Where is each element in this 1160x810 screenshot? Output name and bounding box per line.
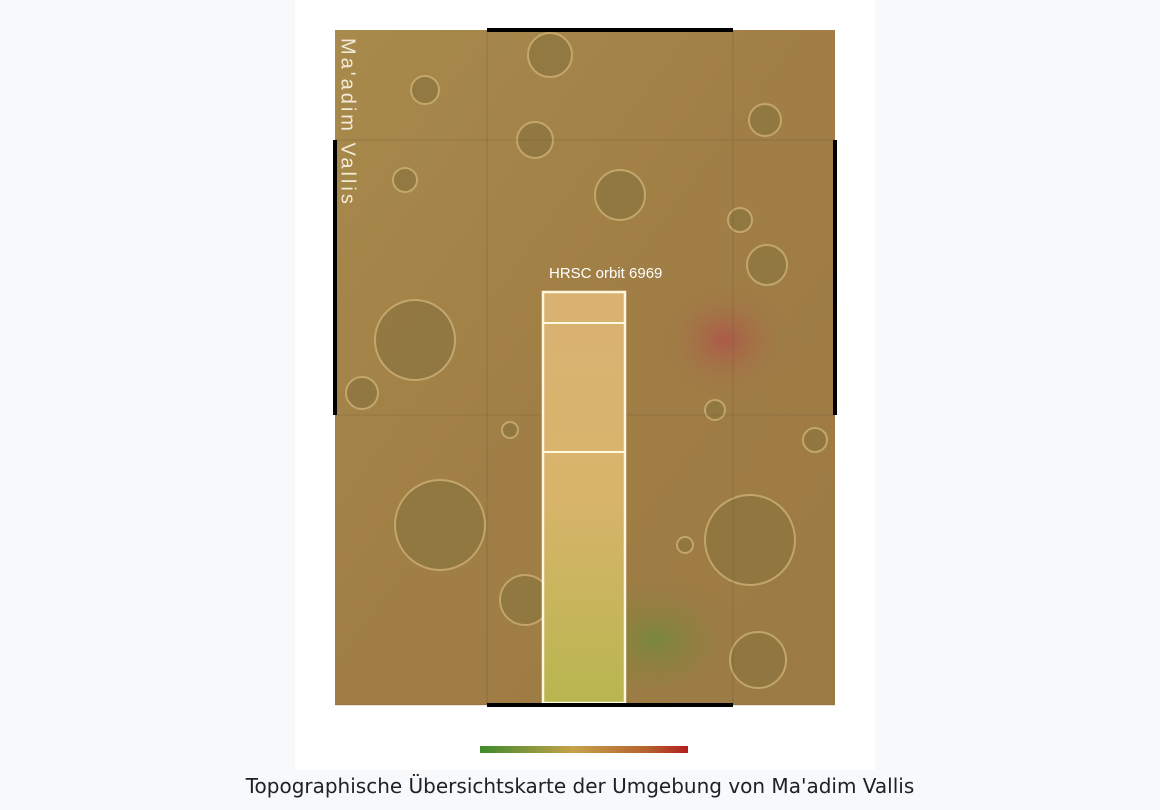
caption: Topographische Übersichtskarte der Umgeb… [245, 774, 915, 798]
image-frame[interactable]: Ma'adim Vallis HRSC orbit 6969 [295, 0, 875, 770]
map: Ma'adim Vallis HRSC orbit 6969 [333, 28, 837, 710]
map-label: Ma'adim Vallis [337, 38, 359, 207]
strip-label: HRSC orbit 6969 [549, 265, 662, 282]
map-image: Ma'adim Vallis HRSC orbit 6969 [333, 28, 837, 753]
colorbar [480, 746, 688, 753]
